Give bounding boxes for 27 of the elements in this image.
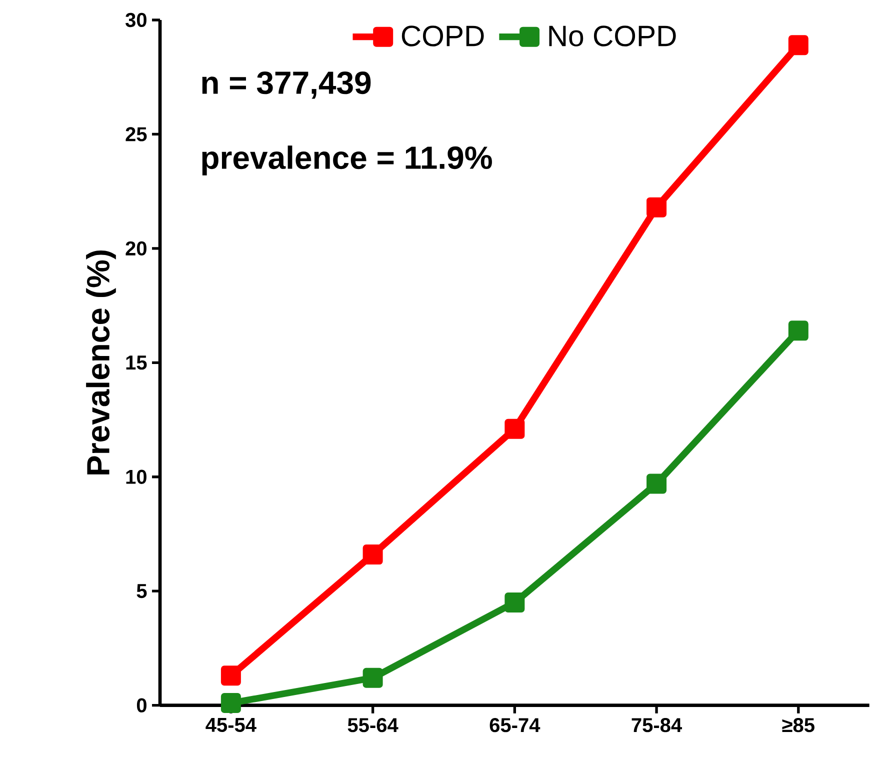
y-tick-label: 10 xyxy=(126,470,146,484)
annotation: n = 377,439 xyxy=(202,71,371,99)
x-tick-label: 45-54 xyxy=(206,718,256,732)
y-tick-label: 20 xyxy=(126,241,146,256)
point xyxy=(788,35,808,56)
legend-label: COPD xyxy=(402,26,484,46)
y-tick-label: 0 xyxy=(136,698,146,712)
x-tick-label: 75-84 xyxy=(632,718,682,732)
legend-label: No COPD xyxy=(549,26,676,46)
point xyxy=(646,474,667,494)
point xyxy=(504,418,525,439)
x-tick-label: 55-64 xyxy=(348,718,398,732)
point xyxy=(788,320,808,341)
point xyxy=(362,544,383,565)
x-tick-label: 65-74 xyxy=(490,718,540,732)
point xyxy=(220,693,241,714)
point xyxy=(646,197,667,218)
y-tick-label: 25 xyxy=(126,127,147,142)
point xyxy=(504,592,525,613)
point xyxy=(362,668,383,688)
y-tick-label: 30 xyxy=(126,12,146,28)
y-tick-label: 15 xyxy=(126,356,147,370)
y-tick-label: 5 xyxy=(136,584,147,598)
x-tick-label: ≥85 xyxy=(782,718,814,732)
y-axis-title: Prevalence (%) xyxy=(86,250,116,474)
point xyxy=(220,666,241,686)
annotation: prevalence = 11.9% xyxy=(202,146,492,176)
